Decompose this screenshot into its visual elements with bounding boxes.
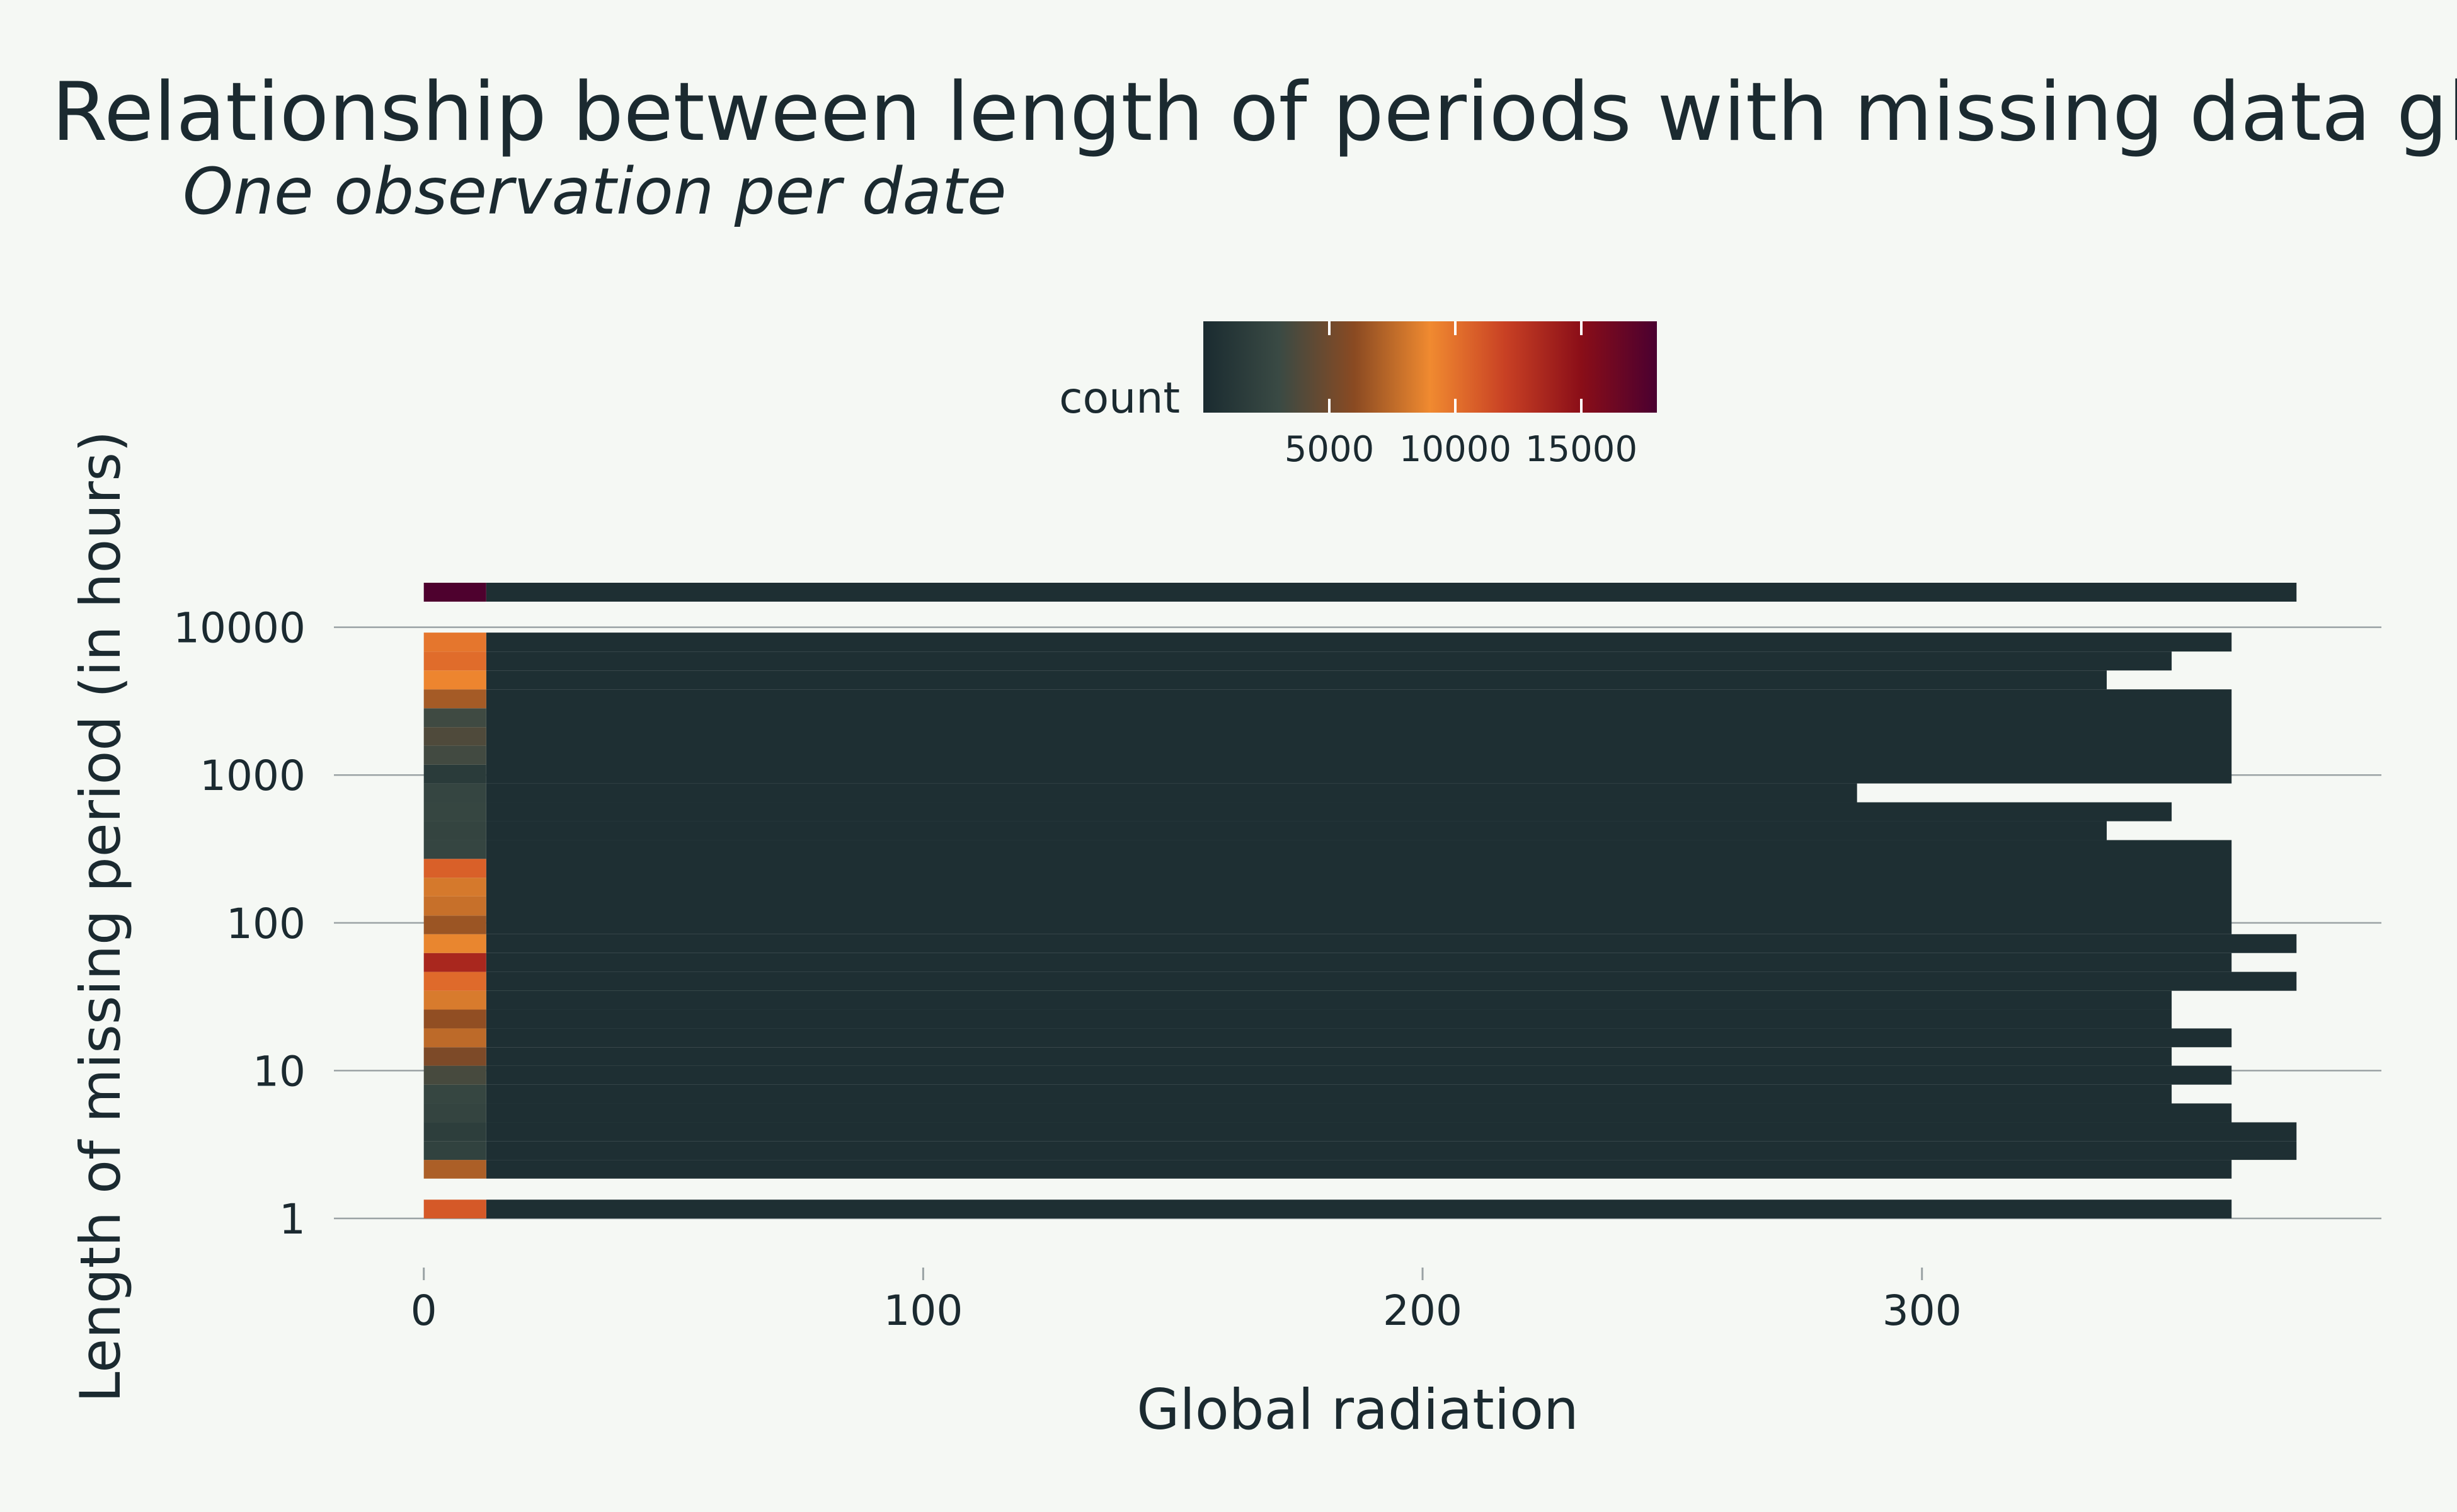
heat-cell-row: [486, 953, 2232, 972]
y-axis-ticks: 1 10 100 1000 10000: [173, 604, 306, 1244]
heat-cell-first-bin: [423, 1122, 486, 1142]
heat-cell-first-bin: [423, 1200, 486, 1219]
y-axis-label: Length of missing period (in hours): [68, 431, 133, 1403]
heat-cell-row: [486, 1047, 2172, 1066]
heat-cell-row: [486, 1200, 2232, 1219]
heat-cell-row: [486, 840, 2232, 934]
heat-cell-first-bin: [423, 1141, 486, 1160]
heat-cell-row: [486, 1141, 2297, 1160]
legend-tick-label: 5000: [1285, 429, 1375, 470]
heat-cell-row: [486, 1084, 2172, 1104]
legend-ticks: 5000 10000 15000: [1285, 321, 1637, 470]
heat-cell-row: [486, 1028, 2232, 1048]
heat-cell-first-bin: [423, 1084, 486, 1104]
legend-tick-label: 15000: [1525, 429, 1637, 470]
heat-cell-row: [486, 802, 2172, 822]
color-legend: count 5000 10000 15000: [1059, 321, 1657, 470]
heat-cell-first-bin: [423, 990, 486, 1010]
heat-cell-first-bin: [423, 670, 486, 690]
heat-cell-first-bin: [423, 971, 486, 991]
x-tick-label: 100: [883, 1286, 963, 1335]
heat-cell-first-bin: [423, 1009, 486, 1029]
y-tick-label: 100: [226, 900, 306, 948]
y-tick-label: 1: [279, 1195, 306, 1244]
heat-cell-first-bin: [423, 708, 486, 728]
heat-cell-first-bin: [423, 1160, 486, 1179]
heat-cell-row: [486, 934, 2297, 953]
x-tick-label: 300: [1882, 1286, 1962, 1335]
y-tick-label: 10: [253, 1047, 306, 1096]
x-axis-ticks: 0 100 200 300: [411, 1268, 1962, 1335]
heat-cell-row: [486, 821, 2107, 840]
heat-cell-first-bin: [423, 802, 486, 822]
heat-cell-first-bin: [423, 896, 486, 916]
legend-colorbar: [1203, 321, 1657, 413]
heat-cell-first-bin: [423, 934, 486, 953]
x-tick-label: 200: [1383, 1286, 1462, 1335]
heat-cell-first-bin: [423, 583, 486, 602]
heat-cell-row: [486, 1065, 2232, 1085]
heat-cell-first-bin: [423, 727, 486, 746]
heat-cell-row: [486, 783, 1857, 803]
heat-cell-row: [486, 990, 2172, 1010]
heat-cell-first-bin: [423, 915, 486, 934]
heat-cell-row: [486, 670, 2107, 690]
heat-cell-row: [486, 689, 2232, 784]
heat-cell-row: [486, 1122, 2297, 1142]
heat-cell-first-bin: [423, 689, 486, 709]
heat-cell-first-bin: [423, 953, 486, 972]
heat-cell-row: [486, 651, 2172, 671]
heat-cell-first-bin: [423, 783, 486, 803]
x-tick-label: 0: [411, 1286, 437, 1335]
chart-title: Relationship between length of periods w…: [52, 66, 2457, 159]
heat-cell-row: [486, 1160, 2232, 1179]
chart-subtitle: One observation per date: [183, 154, 1007, 229]
heat-cell-first-bin: [423, 878, 486, 896]
heat-cell-first-bin: [423, 1028, 486, 1048]
heat-cell-row: [486, 1103, 2232, 1123]
legend-title: count: [1059, 374, 1180, 423]
y-tick-label: 1000: [200, 752, 306, 800]
heat-cell-row: [486, 971, 2297, 991]
heat-cell-first-bin: [423, 745, 486, 765]
heat-cell-first-bin: [423, 764, 486, 784]
heat-cells: [423, 583, 2297, 1219]
heat-cell-row: [486, 1009, 2172, 1029]
heat-cell-first-bin: [423, 840, 486, 859]
heat-cell-first-bin: [423, 633, 486, 652]
heat-cell-first-bin: [423, 859, 486, 878]
heat-cell-first-bin: [423, 1047, 486, 1066]
heat-cell-first-bin: [423, 821, 486, 840]
legend-tick-label: 10000: [1399, 429, 1511, 470]
x-axis-label: Global radiation: [1137, 1377, 1579, 1442]
heat-cell-first-bin: [423, 651, 486, 671]
y-tick-label: 10000: [173, 604, 306, 653]
heat-cell-first-bin: [423, 1065, 486, 1085]
heat-cell-row: [486, 633, 2232, 652]
heat-cell-row: [486, 583, 2297, 602]
heat-cell-first-bin: [423, 1103, 486, 1123]
